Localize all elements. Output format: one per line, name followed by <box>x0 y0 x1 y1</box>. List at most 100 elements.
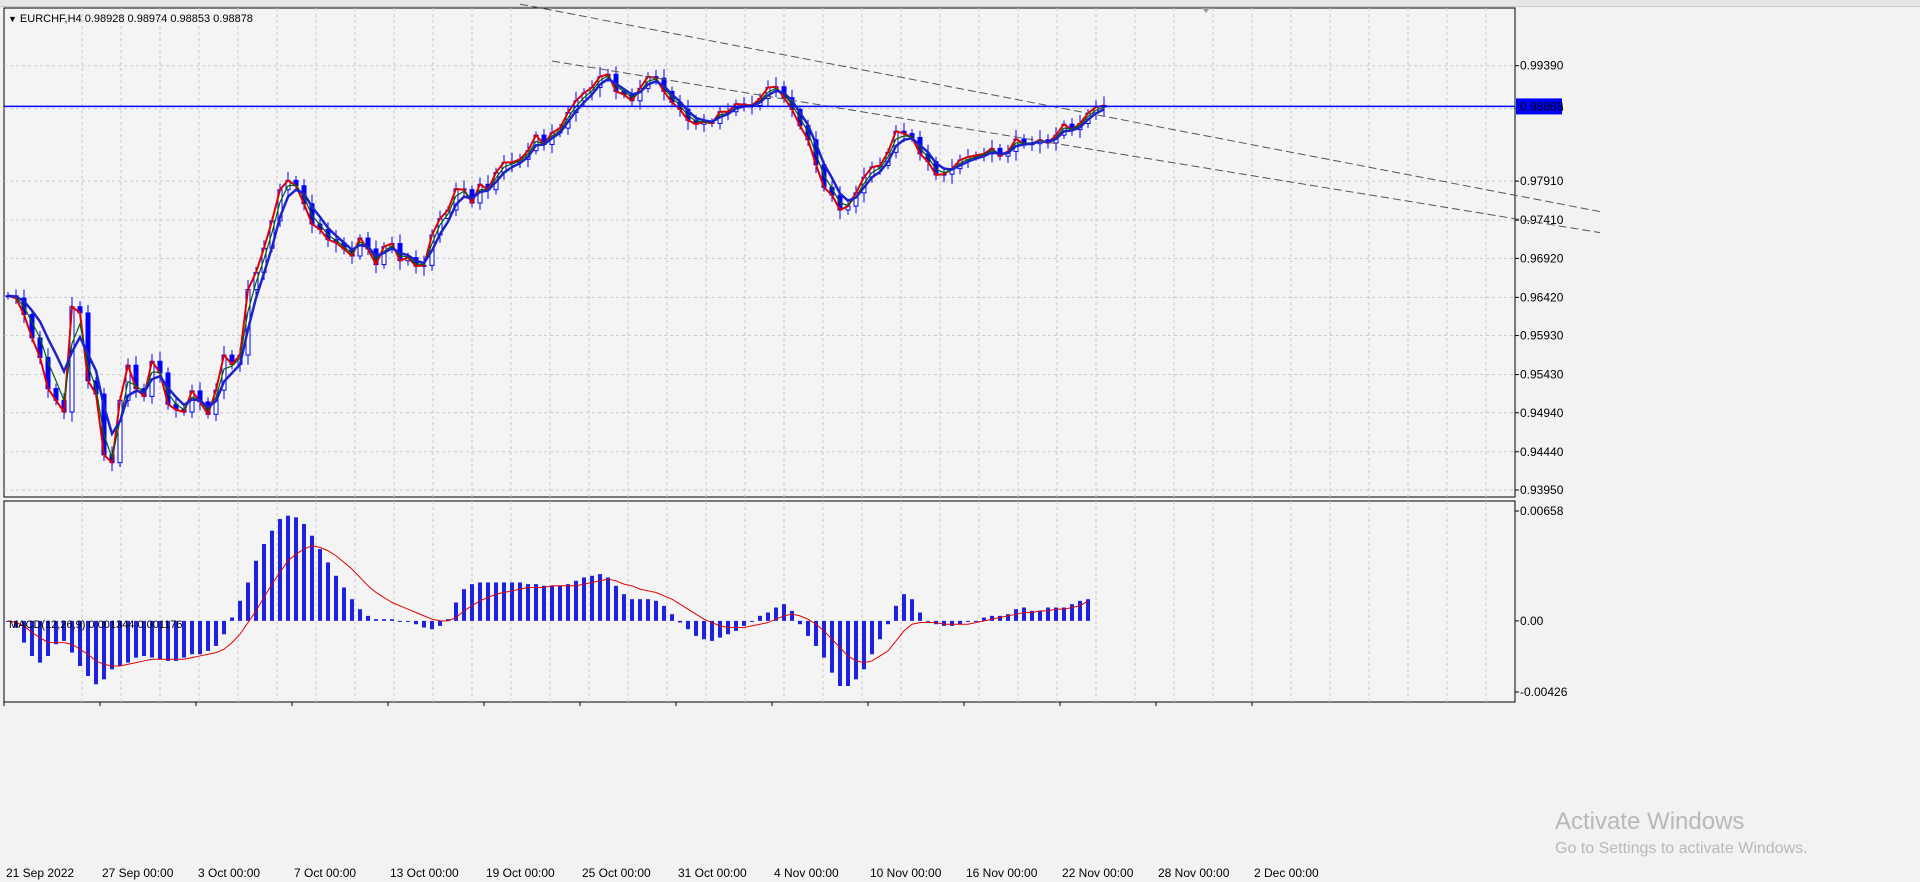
macd-histogram-bar <box>558 585 562 621</box>
time-axis-label: 22 Nov 00:00 <box>1062 866 1134 880</box>
macd-histogram-bar <box>398 620 402 622</box>
macd-histogram-bar <box>686 620 690 630</box>
macd-histogram-bar <box>302 524 306 621</box>
macd-histogram-bar <box>462 589 466 621</box>
macd-histogram-bar <box>958 620 962 625</box>
macd-histogram-bar <box>990 615 994 621</box>
macd-histogram-bar <box>190 620 194 655</box>
macd-histogram-bar <box>702 620 706 640</box>
macd-histogram-bar <box>974 620 978 622</box>
macd-histogram-bar <box>182 620 186 658</box>
price-axis-label: 0.94940 <box>1520 406 1564 420</box>
macd-panel[interactable] <box>3 500 1516 703</box>
time-axis-label: 25 Oct 00:00 <box>582 866 651 880</box>
current-price-label: 0.98868 <box>1520 99 1564 113</box>
price-axis-label: 0.96420 <box>1520 290 1564 304</box>
macd-histogram-bar <box>94 620 98 685</box>
price-panel[interactable] <box>3 7 1516 498</box>
macd-histogram-bar <box>254 560 258 621</box>
macd-histogram-bar <box>278 519 282 621</box>
macd-histogram-bar <box>222 620 226 635</box>
macd-histogram-bar <box>510 582 514 621</box>
scroll-marker-icon <box>1202 8 1210 13</box>
macd-histogram-bar <box>118 620 122 666</box>
macd-histogram-bar <box>782 604 786 621</box>
window-top-strip <box>0 0 1920 7</box>
macd-histogram-bar <box>334 575 338 621</box>
activation-watermark: Activate Windows Go to Settings to activ… <box>1555 808 1808 858</box>
macd-histogram-bar <box>230 617 234 621</box>
macd-signal-line <box>7 545 1089 667</box>
macd-histogram-bar <box>766 612 770 621</box>
macd-histogram-bar <box>678 620 682 623</box>
macd-histogram-bar <box>582 577 586 621</box>
macd-histogram-bar <box>502 582 506 621</box>
macd-histogram-bar <box>1022 607 1026 621</box>
macd-histogram-bar <box>942 620 946 626</box>
macd-histogram-bar <box>494 582 498 621</box>
macd-histogram-bar <box>910 599 914 621</box>
macd-histogram-bar <box>590 575 594 621</box>
price-axis-label: 0.95430 <box>1520 368 1564 382</box>
macd-histogram-bar <box>870 620 874 655</box>
macd-histogram-bar <box>878 620 882 640</box>
macd-histogram-bar <box>886 620 890 625</box>
macd-histogram-bar <box>606 577 610 621</box>
watermark-subtitle: Go to Settings to activate Windows. <box>1555 840 1808 857</box>
time-axis-label: 2 Dec 00:00 <box>1254 866 1319 880</box>
macd-histogram-bar <box>86 620 90 676</box>
macd-histogram-bar <box>950 620 954 626</box>
macd-histogram-bar <box>830 620 834 673</box>
time-axis-label: 10 Nov 00:00 <box>870 866 942 880</box>
time-axis-label: 27 Sep 00:00 <box>102 866 174 880</box>
macd-histogram-bar <box>158 620 162 660</box>
macd-histogram-bar <box>150 620 154 658</box>
price-axis-label: 0.97410 <box>1520 213 1564 227</box>
macd-histogram-bar <box>638 599 642 621</box>
macd-histogram-bar <box>342 587 346 621</box>
macd-histogram-bar <box>622 594 626 621</box>
macd-histogram-bar <box>454 602 458 621</box>
trendline[interactable] <box>519 3 1601 213</box>
macd-histogram-bar <box>758 615 762 621</box>
price-axis-label: 0.97910 <box>1520 174 1564 188</box>
macd-histogram-bar <box>1046 607 1050 621</box>
dropdown-triangle-icon[interactable]: ▼ <box>8 14 17 24</box>
macd-histogram-bar <box>574 580 578 621</box>
macd-histogram-bar <box>718 620 722 638</box>
macd-histogram-bar <box>798 620 802 625</box>
macd-histogram-bar <box>262 544 266 621</box>
watermark-title: Activate Windows <box>1555 808 1745 835</box>
macd-histogram-bar <box>38 620 42 663</box>
time-axis-label: 21 Sep 2022 <box>6 866 74 880</box>
macd-histogram-bar <box>174 620 178 661</box>
macd-histogram-bar <box>46 620 50 656</box>
macd-histogram-bar <box>662 605 666 621</box>
macd-histogram-bar <box>846 620 850 686</box>
time-axis-label: 4 Nov 00:00 <box>774 866 839 880</box>
macd-histogram-bar <box>646 599 650 621</box>
macd-histogram-bar <box>142 620 146 656</box>
macd-histogram-bar <box>214 620 218 646</box>
macd-histogram-bar <box>70 620 74 653</box>
macd-histogram-bar <box>526 584 530 621</box>
time-axis-label: 28 Nov 00:00 <box>1158 866 1230 880</box>
macd-histogram-bar <box>902 594 906 621</box>
macd-histogram-bar <box>470 584 474 621</box>
macd-histogram-bar <box>1062 607 1066 621</box>
macd-histogram-bar <box>822 620 826 658</box>
macd-histogram-bar <box>630 599 634 621</box>
macd-histogram-bar <box>390 619 394 621</box>
macd-histogram-bar <box>206 620 210 651</box>
symbol-caption[interactable]: ▼ EURCHF,H4 0.98928 0.98974 0.98853 0.988… <box>8 13 253 25</box>
macd-histogram-bar <box>422 620 426 628</box>
macd-histogram-bar <box>1054 607 1058 621</box>
price-axis-label: 0.93950 <box>1520 483 1564 497</box>
macd-histogram-bar <box>78 620 82 666</box>
macd-histogram-bar <box>62 620 66 641</box>
trendline[interactable] <box>551 60 1601 234</box>
macd-histogram-bar <box>294 517 298 621</box>
macd-histogram-bar <box>894 605 898 621</box>
macd-histogram-bar <box>966 620 970 622</box>
